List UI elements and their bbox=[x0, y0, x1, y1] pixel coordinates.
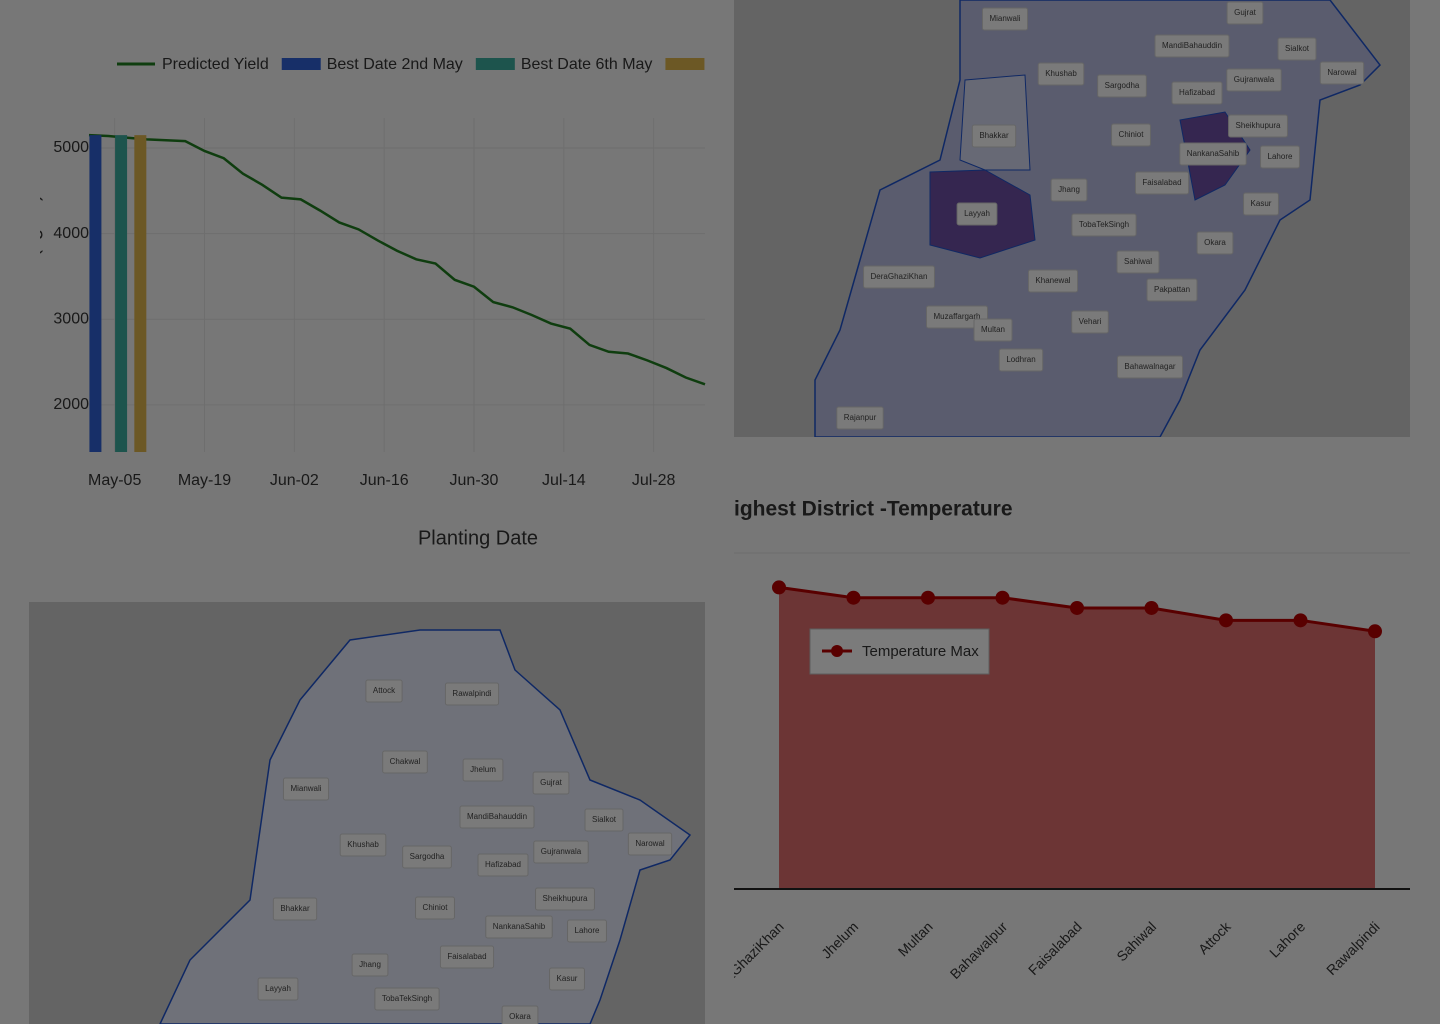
legend-label: Best Date 2nd May bbox=[327, 56, 463, 73]
x-tick-label: May-19 bbox=[178, 472, 231, 489]
x-tick-label: May-05 bbox=[88, 472, 141, 489]
district-label: Multan bbox=[981, 325, 1005, 334]
district-label: Lodhran bbox=[1006, 355, 1035, 364]
data-point bbox=[1144, 600, 1159, 615]
district-label: Kasur bbox=[557, 974, 578, 983]
legend-label: Best Date 6th May bbox=[521, 56, 653, 73]
district-label: Muzaffargarh bbox=[934, 312, 981, 321]
district-label: Sialkot bbox=[592, 815, 617, 824]
district-label: Khushab bbox=[347, 840, 379, 849]
district-label: Khanewal bbox=[1035, 276, 1070, 285]
district-label: NankanaSahib bbox=[1187, 149, 1240, 158]
district-label: Sargodha bbox=[1105, 81, 1140, 90]
district-label: Attock bbox=[373, 686, 396, 695]
district-label: Khushab bbox=[1045, 69, 1077, 78]
legend-swatch bbox=[831, 645, 843, 657]
district-label: MandiBahauddin bbox=[1162, 41, 1222, 50]
district-label: Chiniot bbox=[1119, 130, 1145, 139]
district-label: Jhang bbox=[1058, 185, 1080, 194]
district-label: Hafizabad bbox=[485, 860, 521, 869]
legend-label: Temperature Max bbox=[862, 643, 979, 660]
district-label: Narowal bbox=[1327, 68, 1357, 77]
district-label: Jhelum bbox=[470, 765, 496, 774]
y-tick-label: 2000 bbox=[53, 396, 89, 413]
y-tick-label: 3000 bbox=[53, 310, 89, 327]
district-label: Gujranwala bbox=[541, 847, 582, 856]
district-label: Faisalabad bbox=[1142, 178, 1181, 187]
district-label: NankanaSahib bbox=[493, 922, 546, 931]
x-tick-label: Jul-28 bbox=[632, 472, 676, 489]
district-label: Kasur bbox=[1251, 199, 1272, 208]
district-label: Chiniot bbox=[423, 903, 449, 912]
best-date-bar bbox=[115, 135, 128, 452]
district-label: Sahiwal bbox=[1124, 257, 1152, 266]
x-axis-title: Planting Date bbox=[418, 527, 538, 549]
x-tick-label: Jun-16 bbox=[360, 472, 409, 489]
data-point bbox=[995, 590, 1010, 605]
data-point bbox=[921, 590, 935, 605]
y-tick-label: 4000 bbox=[53, 225, 89, 242]
district-label: Bahawalnagar bbox=[1124, 362, 1175, 371]
best-date-bar bbox=[89, 135, 102, 452]
data-point bbox=[1293, 613, 1308, 628]
map-region bbox=[959, 74, 1031, 171]
district-label: Gujranwala bbox=[1234, 75, 1275, 84]
district-label: DeraGhaziKhan bbox=[871, 272, 928, 281]
legend-swatch bbox=[281, 58, 321, 70]
district-label: Faisalabad bbox=[447, 952, 486, 961]
data-point bbox=[846, 590, 861, 605]
district-label: Sheikhupura bbox=[543, 894, 588, 903]
legend-swatch bbox=[475, 58, 515, 70]
chart-title: ighest District -Temperature bbox=[734, 498, 1013, 521]
data-point bbox=[1368, 624, 1382, 639]
data-point bbox=[772, 580, 786, 595]
data-point bbox=[1219, 613, 1233, 628]
district-label: Jhang bbox=[359, 960, 381, 969]
district-label: Mianwali bbox=[989, 14, 1020, 23]
district-label: Layyah bbox=[964, 209, 990, 218]
best-date-bar bbox=[134, 135, 147, 452]
district-label: Chakwal bbox=[390, 757, 421, 766]
district-label: Bhakkar bbox=[979, 131, 1009, 140]
district-label: Rajanpur bbox=[844, 413, 877, 422]
district-label: Hafizabad bbox=[1179, 88, 1215, 97]
district-label: Okara bbox=[1204, 238, 1226, 247]
x-tick-label: Jul-14 bbox=[542, 472, 586, 489]
district-label: Lahore bbox=[575, 926, 600, 935]
district-label: TobaTekSingh bbox=[382, 994, 432, 1003]
district-label: TobaTekSingh bbox=[1079, 220, 1129, 229]
district-label: Vehari bbox=[1079, 317, 1102, 326]
x-tick-label: Jun-02 bbox=[270, 472, 319, 489]
x-tick-label: Jun-30 bbox=[450, 472, 499, 489]
district-label: Gujrat bbox=[540, 778, 563, 787]
district-label: Narowal bbox=[635, 839, 665, 848]
y-tick-label: 5000 bbox=[53, 139, 89, 156]
legend-label: Predicted Yield bbox=[162, 56, 269, 73]
data-point bbox=[1070, 600, 1084, 615]
district-label: MandiBahauddin bbox=[467, 812, 527, 821]
district-label: Mianwali bbox=[290, 784, 321, 793]
district-label: Sialkot bbox=[1285, 44, 1310, 53]
district-label: Layyah bbox=[265, 984, 291, 993]
district-label: Sheikhupura bbox=[1236, 121, 1281, 130]
legend-swatch bbox=[665, 58, 705, 70]
district-label: Sargodha bbox=[410, 852, 445, 861]
district-label: Pakpattan bbox=[1154, 285, 1190, 294]
district-label: Okara bbox=[509, 1012, 531, 1021]
district-label: Lahore bbox=[1268, 152, 1293, 161]
district-label: Rawalpindi bbox=[452, 689, 491, 698]
district-label: Bhakkar bbox=[280, 904, 310, 913]
district-label: Gujrat bbox=[1234, 8, 1257, 17]
